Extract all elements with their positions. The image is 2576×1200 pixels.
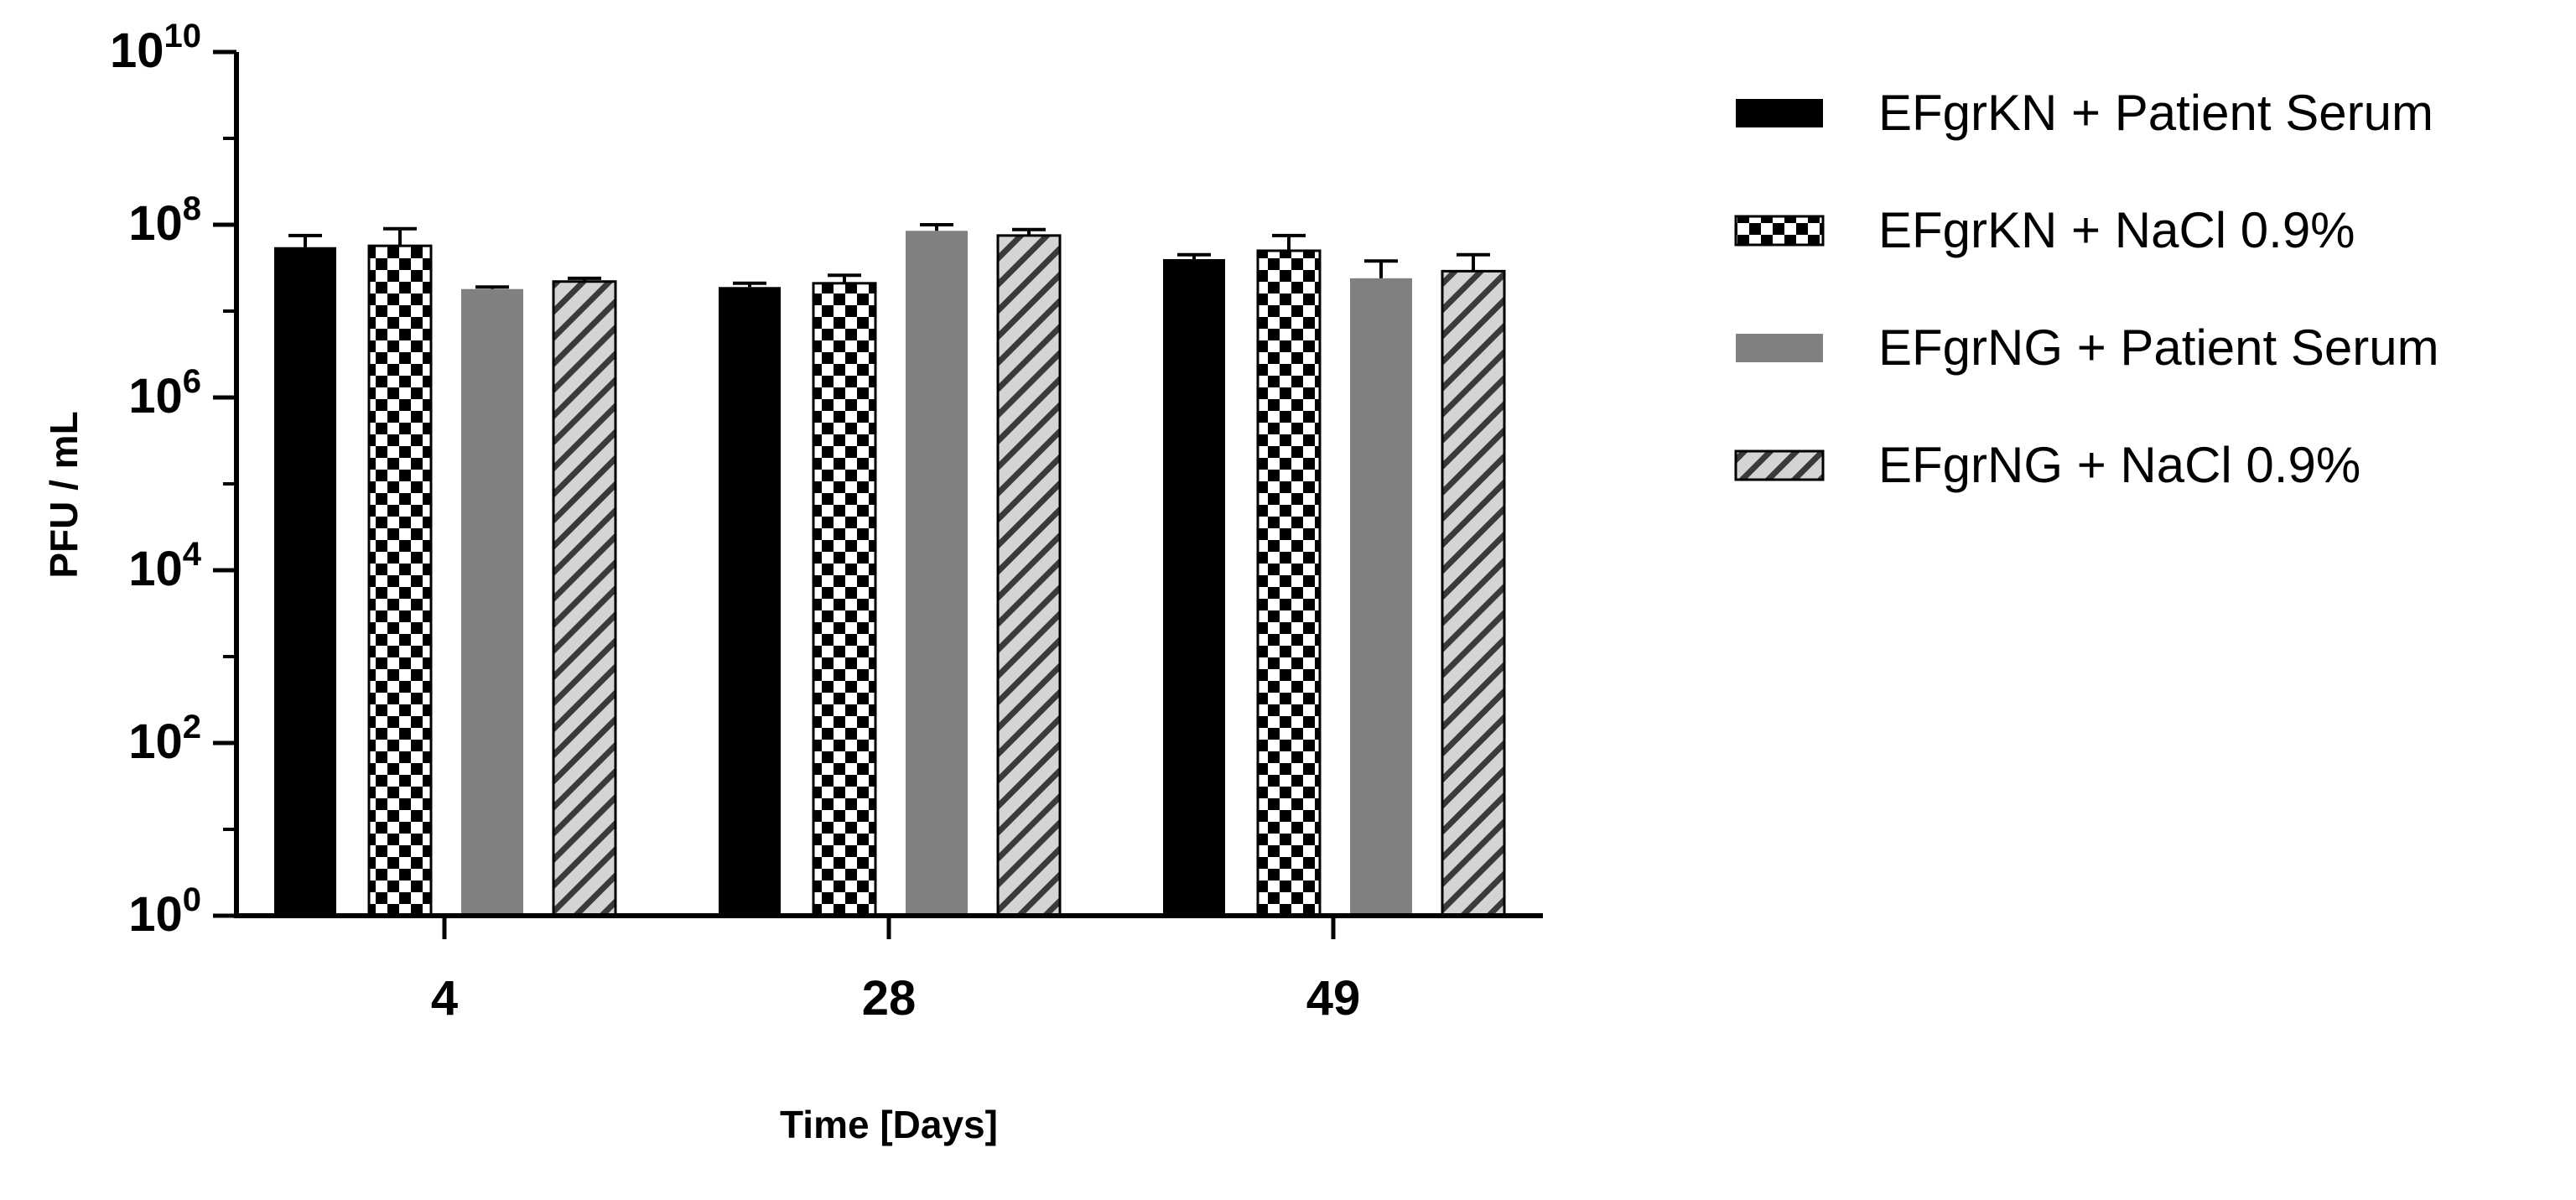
y-tick-label: 108 [128, 190, 201, 251]
y-tick-label-base: 10 [128, 542, 183, 596]
y-tick-label-exponent: 0 [183, 881, 201, 918]
y-axis-title: PFU / mL [42, 411, 86, 578]
y-tick-label-exponent: 6 [183, 363, 201, 400]
y-tick-label-base: 10 [128, 196, 183, 251]
bar [367, 244, 433, 917]
x-axis-title: Time [Days] [780, 1103, 998, 1146]
bars-layer [274, 223, 1506, 917]
bar [1350, 278, 1412, 916]
bar [274, 247, 336, 916]
bar [461, 288, 523, 917]
y-tick-label: 106 [128, 363, 201, 423]
y-tick-label-exponent: 2 [183, 709, 201, 745]
bar [1256, 249, 1322, 917]
legend: EFgrKN + Patient Serum EFgrKN + NaCl 0.9%… [1734, 85, 2439, 493]
x-tick-label: 49 [1306, 971, 1361, 1026]
y-tick-label-base: 10 [110, 23, 164, 78]
bar [996, 234, 1062, 917]
legend-label: EFgrNG + NaCl 0.9% [1878, 437, 2360, 493]
bar [1163, 258, 1225, 917]
y-tick-label: 100 [128, 881, 201, 942]
bar [906, 231, 968, 916]
y-tick-label-base: 10 [128, 714, 183, 769]
bar [1441, 269, 1506, 917]
legend-swatch [1734, 215, 1825, 247]
legend-label: EFgrKN + Patient Serum [1878, 85, 2433, 141]
y-tick-label: 1010 [110, 18, 201, 78]
legend-label: EFgrKN + NaCl 0.9% [1878, 202, 2355, 258]
y-tick-label-base: 10 [128, 887, 183, 942]
y-tick-label: 102 [128, 709, 201, 769]
legend-swatch [1736, 334, 1823, 362]
legend-swatch [1736, 99, 1823, 127]
y-tick-label-exponent: 10 [164, 18, 202, 55]
legend-label: EFgrNG + Patient Serum [1878, 319, 2439, 376]
y-tick-label-base: 10 [128, 369, 183, 423]
bar [812, 282, 877, 917]
y-tick-label-exponent: 8 [183, 190, 201, 227]
legend-swatch [1734, 449, 1825, 481]
bar [552, 280, 617, 917]
y-tick-label-exponent: 4 [183, 536, 202, 573]
x-tick-label: 28 [862, 971, 917, 1026]
y-tick-label: 104 [128, 536, 202, 596]
x-tick-label: 4 [431, 971, 458, 1026]
bar [719, 287, 781, 916]
